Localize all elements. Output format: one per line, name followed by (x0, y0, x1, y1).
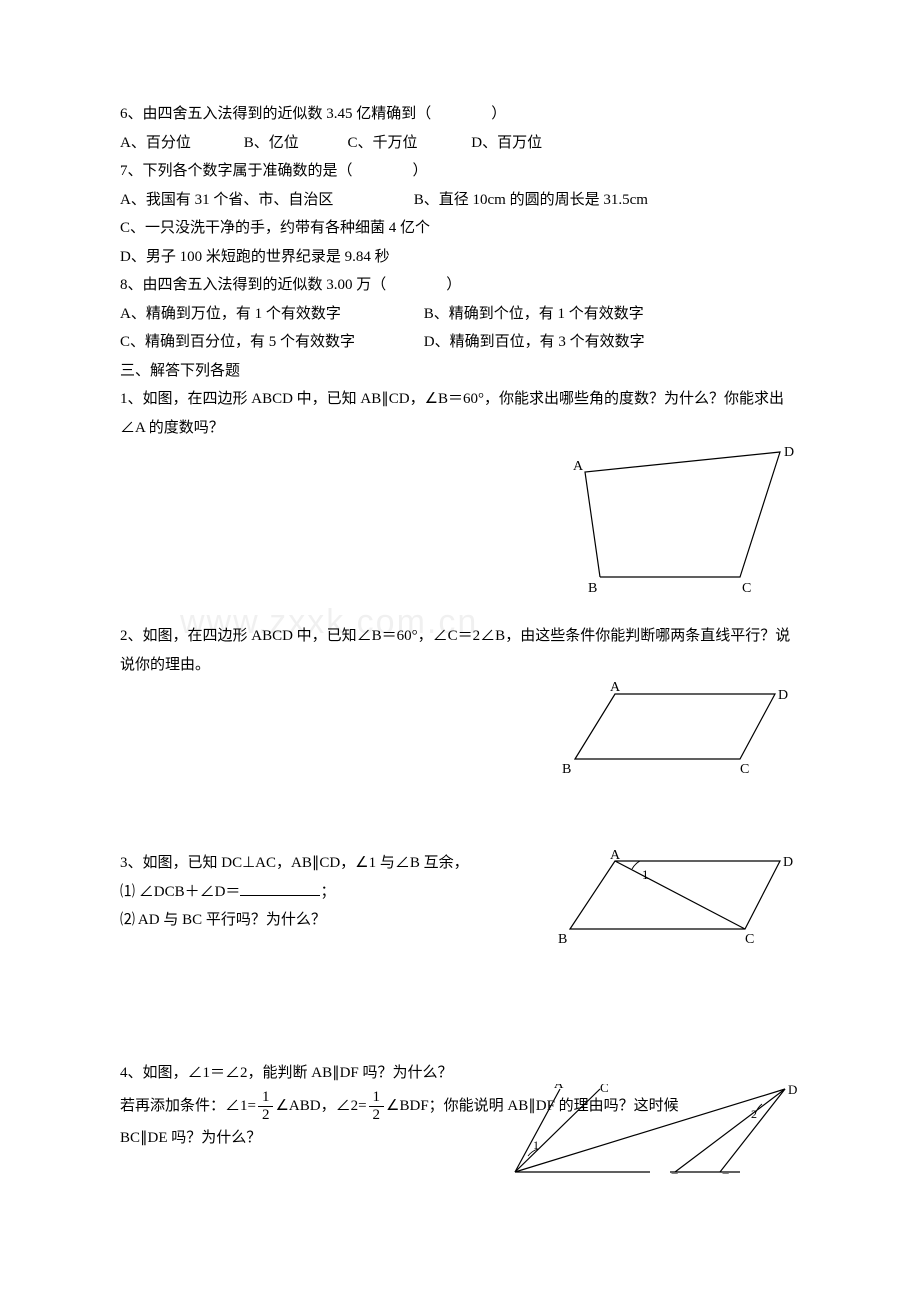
q8-opt-c: C、精确到百分位，有 5 个有效数字 (120, 328, 420, 357)
p4-label-e-partial: E (671, 1170, 679, 1174)
p1-figure: A D B C (540, 442, 800, 602)
p4-l2a: 若再添加条件：∠1= (120, 1098, 256, 1114)
q7-opt-c: C、一只没洗干净的手，约带有各种细菌 4 亿个 (120, 214, 800, 243)
q8-opt-b: B、精确到个位，有 1 个有效数字 (424, 306, 644, 322)
frac2-n: 1 (369, 1089, 385, 1107)
q7-opt-d: D、男子 100 米短跑的世界纪录是 9.84 秒 (120, 243, 800, 272)
p2-label-d: D (778, 688, 788, 703)
p4-label-1: 1 (533, 1138, 539, 1152)
q8-row1: A、精确到万位，有 1 个有效数字 B、精确到个位，有 1 个有效数字 (120, 300, 800, 329)
q6-opt-d: D、百万位 (471, 129, 542, 158)
q6-opt-b: B、亿位 (244, 129, 344, 158)
section3-title: 三、解答下列各题 (120, 357, 800, 386)
p1-label-a: A (573, 459, 584, 474)
p4-frac2: 12 (369, 1089, 385, 1123)
p3-blank (240, 881, 320, 896)
p3-label-d: D (783, 855, 793, 870)
p4-line3: BC∥DE 吗？为什么？ (120, 1124, 500, 1153)
p1-stem: 1、如图，在四边形 ABCD 中，已知 AB∥CD，∠B＝60°，你能求出哪些角… (120, 385, 800, 442)
q7-opt-b: B、直径 10cm 的圆的周长是 31.5cm (414, 192, 648, 208)
p3-label-c: C (745, 932, 754, 947)
q6-opt-a: A、百分位 (120, 129, 240, 158)
q6-opt-c: C、千万位 (348, 129, 468, 158)
p4-label-2: 2 (751, 1107, 757, 1121)
p4-frac1: 12 (258, 1089, 274, 1123)
q7-stem: 7、下列各个数字属于准确数的是（ ） (120, 157, 800, 186)
p1-label-c: C (742, 581, 751, 596)
q6-stem: 6、由四舍五入法得到的近似数 3.45 亿精确到（ ） (120, 100, 800, 129)
p3-stem: 3、如图，已知 DC⊥AC，AB∥CD，∠1 与∠B 互余， (120, 849, 540, 878)
p3-s1a: ⑴ ∠DCB＋∠D＝ (120, 884, 240, 900)
p4-label-f-partial: F (722, 1170, 729, 1174)
p2-label-b: B (562, 762, 571, 777)
p2-figure: A D B C (540, 679, 800, 779)
p4-label-a: A (554, 1084, 564, 1091)
q7-opt-a: A、我国有 31 个省、市、自治区 (120, 186, 410, 215)
p3-label-1: 1 (642, 867, 649, 882)
p3-figure: A D B C 1 (540, 849, 800, 949)
p3-s1b: ； (320, 884, 335, 900)
p4-figure: A C D 1 2 E F (500, 1084, 800, 1174)
p2-label-c: C (740, 762, 749, 777)
p3-sub1: ⑴ ∠DCB＋∠D＝ ； (120, 878, 540, 907)
q6-options: A、百分位 B、亿位 C、千万位 D、百万位 (120, 129, 800, 158)
p2-stem: 2、如图，在四边形 ABCD 中，已知∠B＝60°，∠C＝2∠B，由这些条件你能… (120, 622, 800, 679)
p2-label-a: A (610, 680, 621, 695)
frac1-n: 1 (258, 1089, 274, 1107)
p3-label-b: B (558, 932, 567, 947)
p3-label-a: A (610, 849, 621, 863)
q7-row1: A、我国有 31 个省、市、自治区 B、直径 10cm 的圆的周长是 31.5c… (120, 186, 800, 215)
q8-row2: C、精确到百分位，有 5 个有效数字 D、精确到百位，有 3 个有效数字 (120, 328, 800, 357)
frac2-d: 2 (369, 1107, 385, 1124)
p1-label-b: B (588, 581, 597, 596)
p4-label-d: D (788, 1084, 797, 1097)
q8-stem: 8、由四舍五入法得到的近似数 3.00 万（ ） (120, 271, 800, 300)
p4-l2b: ∠ABD，∠2= (275, 1098, 366, 1114)
p1-label-d: D (784, 445, 794, 460)
q8-opt-d: D、精确到百位，有 3 个有效数字 (424, 334, 645, 350)
p3-sub2: ⑵ AD 与 BC 平行吗？为什么？ (120, 906, 540, 935)
frac1-d: 2 (258, 1107, 274, 1124)
p4-label-c: C (600, 1084, 609, 1095)
q8-opt-a: A、精确到万位，有 1 个有效数字 (120, 300, 420, 329)
